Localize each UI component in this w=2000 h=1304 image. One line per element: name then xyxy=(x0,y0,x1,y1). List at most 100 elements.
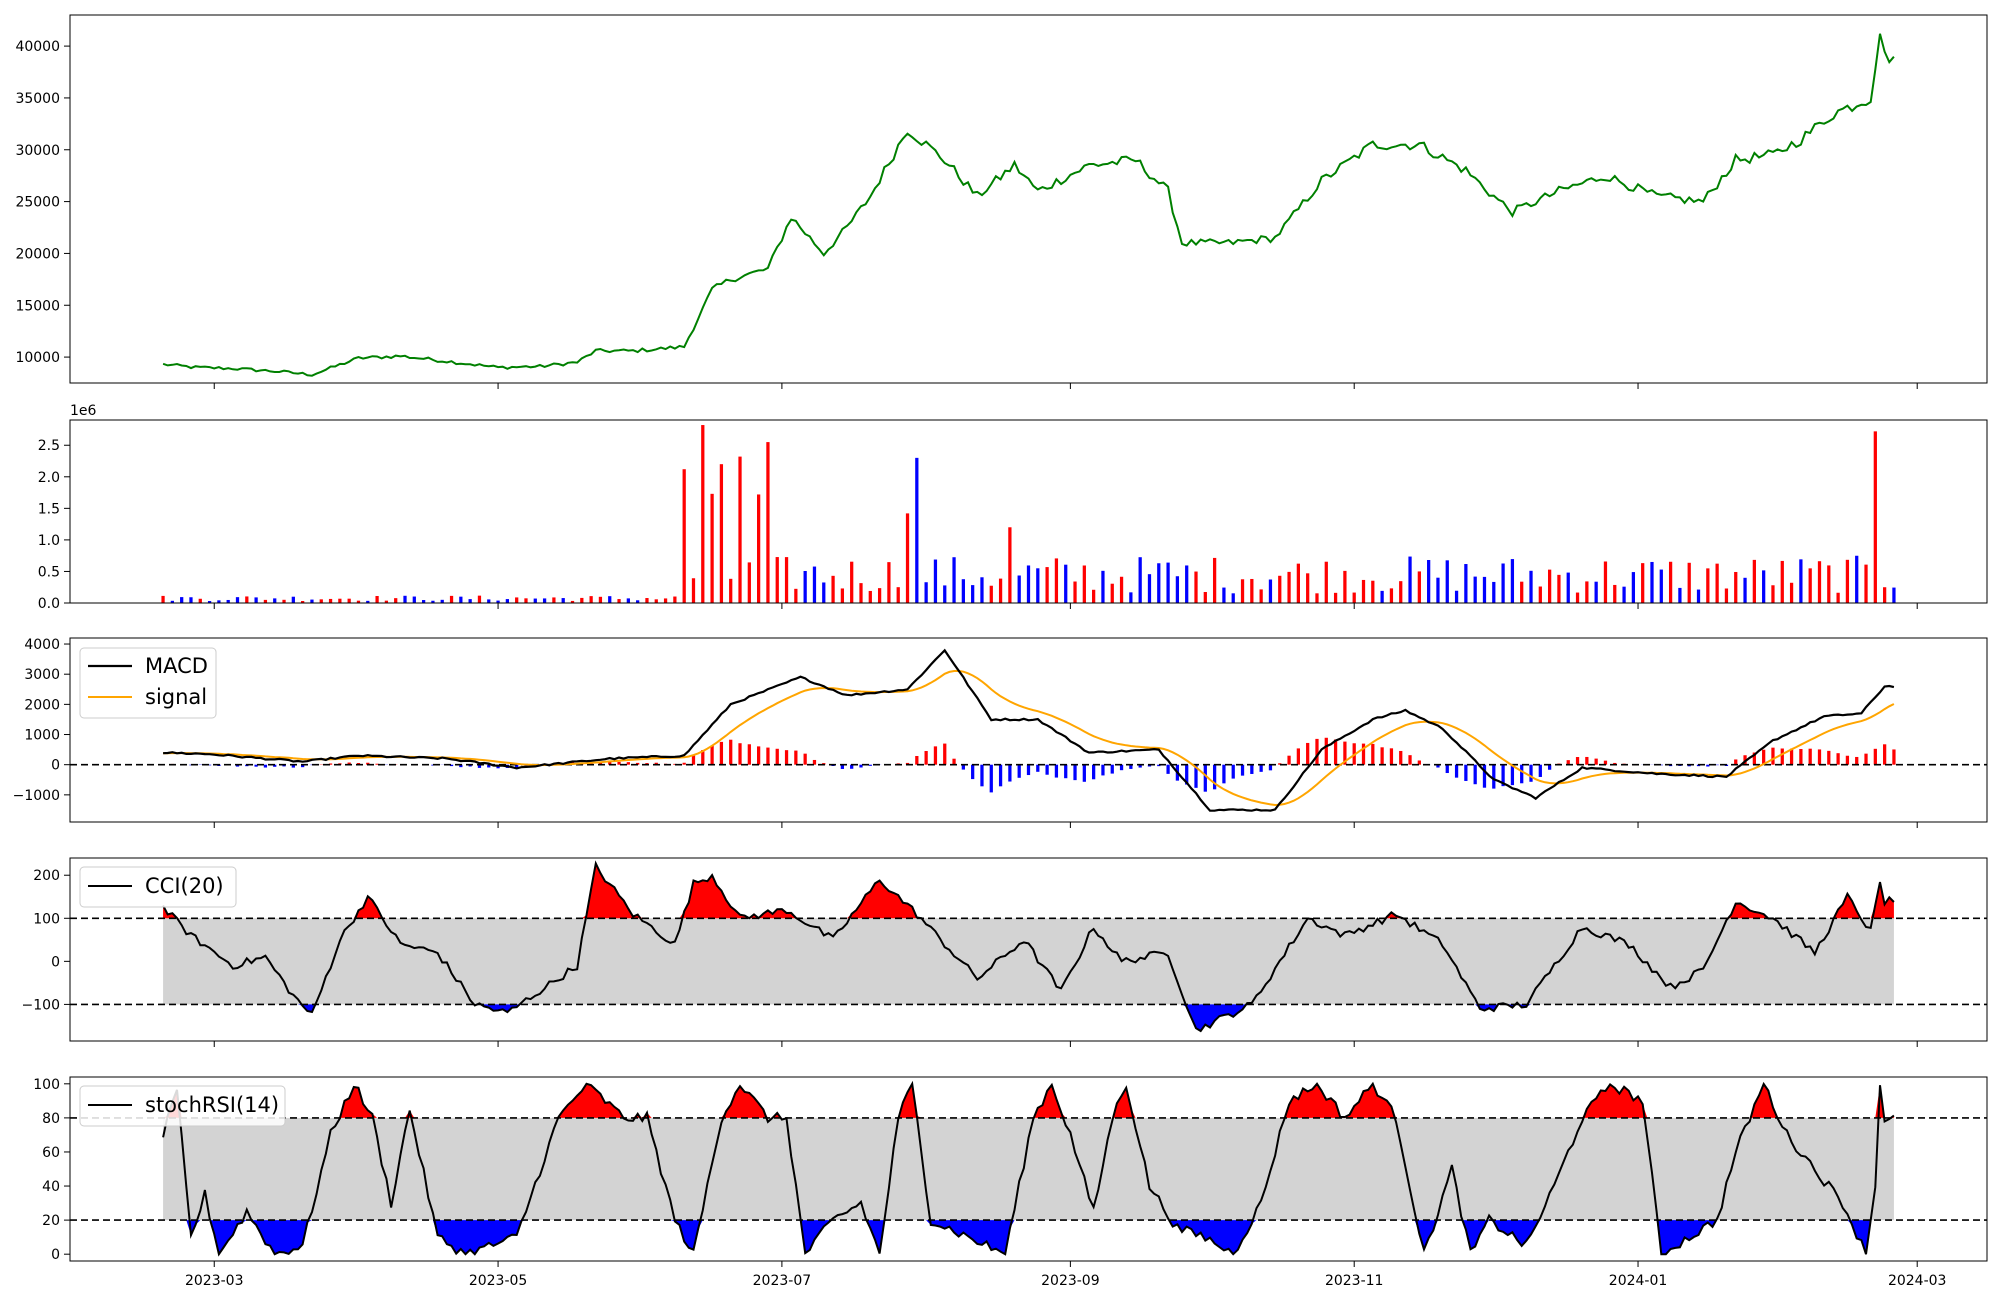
volume-bar xyxy=(1343,571,1346,603)
macd-histogram-bar xyxy=(1101,765,1104,776)
volume-bar xyxy=(766,442,769,603)
volume-bar xyxy=(1781,561,1784,603)
volume-bar xyxy=(180,597,183,603)
volume-bar xyxy=(1743,578,1746,603)
cci-ytick-label: −100 xyxy=(22,997,60,1013)
volume-bar xyxy=(943,585,946,603)
volume-bar xyxy=(1427,560,1430,603)
volume-bar xyxy=(1241,579,1244,603)
macd-histogram-bar xyxy=(1809,749,1812,765)
macd-histogram-bar xyxy=(1055,765,1058,778)
macd-histogram-bar xyxy=(627,762,630,765)
price-ytick-label: 30000 xyxy=(15,143,60,159)
volume-bar xyxy=(1716,564,1719,603)
volume-bar xyxy=(673,597,676,603)
macd-histogram-bar xyxy=(794,751,797,765)
stochrsi-band-fill xyxy=(163,1118,1894,1220)
volume-bar xyxy=(310,600,313,603)
volume-bar xyxy=(189,597,192,603)
volume-bar xyxy=(1232,593,1235,603)
volume-bar xyxy=(1529,571,1532,603)
x-tick-label: 2023-09 xyxy=(1041,1273,1100,1289)
stochrsi-ytick-label: 0 xyxy=(51,1247,60,1263)
volume-bar xyxy=(952,557,955,603)
macd-histogram-bar xyxy=(1250,765,1253,774)
macd-histogram-bar xyxy=(1864,754,1867,765)
volume-bar xyxy=(459,597,462,603)
volume-bar xyxy=(785,557,788,603)
macd-histogram-bar xyxy=(1399,751,1402,765)
macd-histogram-bar xyxy=(757,746,760,764)
macd-histogram-bar xyxy=(869,765,872,766)
macd-histogram-bar xyxy=(1036,765,1039,772)
volume-bar xyxy=(887,562,890,603)
macd-histogram-bar xyxy=(1836,753,1839,764)
volume-bar xyxy=(1250,579,1253,603)
volume-ytick-label: 0.0 xyxy=(38,596,60,612)
macd-histogram-bar xyxy=(1073,765,1076,780)
volume-bar xyxy=(1129,592,1132,603)
macd-ytick-label: 4000 xyxy=(24,637,60,653)
macd-histogram-bar xyxy=(990,765,993,793)
volume-bar xyxy=(348,599,351,603)
volume-bar xyxy=(692,578,695,603)
macd-histogram-bar xyxy=(1511,765,1514,785)
volume-bar xyxy=(1622,587,1625,603)
macd-histogram-bar xyxy=(1027,765,1030,775)
volume-bar xyxy=(1045,567,1048,603)
volume-bar xyxy=(1083,565,1086,603)
macd-histogram-bar xyxy=(1111,765,1114,774)
volume-bar xyxy=(1055,558,1058,603)
volume-bar xyxy=(1864,565,1867,603)
volume-bar xyxy=(1650,562,1653,603)
cci-ytick-label: 100 xyxy=(33,911,60,927)
volume-bar xyxy=(254,597,257,603)
volume-bar xyxy=(804,571,807,603)
volume-bar xyxy=(1371,581,1374,603)
volume-bar xyxy=(1557,575,1560,603)
macd-histogram-bar xyxy=(1269,765,1272,771)
volume-bar xyxy=(1632,572,1635,603)
volume-bar xyxy=(757,494,760,603)
macd-histogram-bar xyxy=(1092,765,1095,780)
volume-bar xyxy=(1325,562,1328,603)
macd-histogram-bar xyxy=(1576,757,1579,765)
volume-bar xyxy=(1297,564,1300,603)
macd-histogram-bar xyxy=(264,765,267,768)
volume-bar xyxy=(1474,577,1477,603)
volume-bar xyxy=(906,513,909,603)
volume-bar xyxy=(1036,568,1039,603)
macd-histogram-bar xyxy=(683,763,686,765)
volume-bar xyxy=(1660,570,1663,603)
volume-bar xyxy=(1585,581,1588,603)
volume-bar xyxy=(199,599,202,603)
volume-bar xyxy=(1511,559,1514,603)
x-tick-label: 2023-11 xyxy=(1325,1273,1384,1289)
volume-bar xyxy=(552,597,555,603)
volume-bar xyxy=(1362,580,1365,603)
volume-bar xyxy=(543,598,546,603)
volume-bar xyxy=(999,579,1002,603)
macd-histogram-bar xyxy=(720,742,723,765)
macd-histogram-bar xyxy=(1315,739,1318,765)
macd-histogram-bar xyxy=(1222,765,1225,784)
volume-bar xyxy=(1111,584,1114,603)
macd-histogram-bar xyxy=(1818,749,1821,764)
volume-bar xyxy=(1204,592,1207,603)
volume-bar xyxy=(627,598,630,603)
macd-histogram-bar xyxy=(1706,765,1709,767)
volume-bar xyxy=(580,598,583,603)
macd-ytick-label: 0 xyxy=(51,758,60,774)
volume-bar xyxy=(897,587,900,603)
stochrsi-legend: stochRSI(14) xyxy=(80,1086,285,1126)
macd-histogram-bar xyxy=(1018,765,1021,778)
volume-bar xyxy=(776,557,779,603)
volume-bar xyxy=(869,591,872,603)
macd-histogram-bar xyxy=(710,746,713,765)
macd-histogram-bar xyxy=(1520,765,1523,784)
volume-bar xyxy=(1260,589,1263,603)
macd-histogram-bar xyxy=(729,740,732,765)
macd-histogram-bar xyxy=(1781,749,1784,765)
